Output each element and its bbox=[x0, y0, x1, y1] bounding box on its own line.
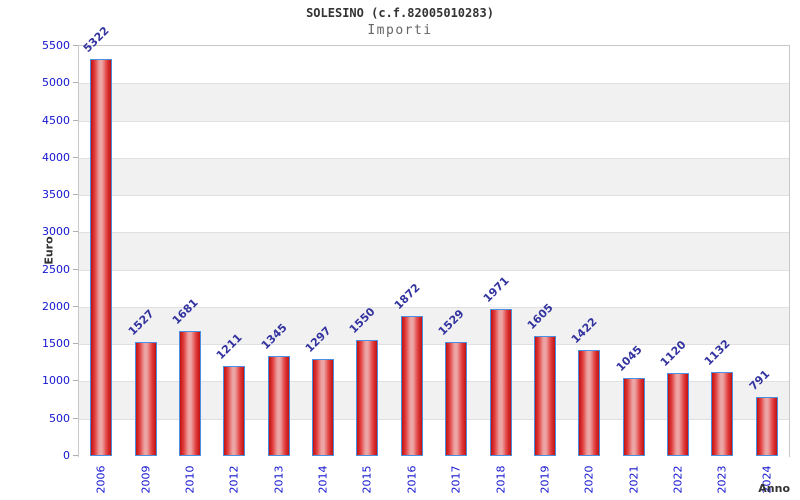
bar-2006 bbox=[90, 59, 113, 456]
y-tick-label: 5500 bbox=[42, 39, 70, 52]
plot-area: 5322 1527 1681 1211 1345 1297 1550 1872 1529 1971… bbox=[78, 24, 790, 457]
y-tick-mark bbox=[73, 194, 78, 196]
bar-2024 bbox=[755, 397, 778, 456]
y-tick-label: 1500 bbox=[42, 337, 70, 351]
y-tick-mark bbox=[73, 119, 78, 121]
x-tick-label: 2023 bbox=[715, 465, 729, 494]
grid-band bbox=[79, 46, 789, 84]
x-tick-label: 2022 bbox=[671, 465, 685, 494]
grid-band bbox=[79, 120, 789, 159]
x-tick-label: 2013 bbox=[272, 465, 286, 494]
grid-band bbox=[79, 269, 789, 308]
y-tick-mark bbox=[73, 82, 78, 84]
chart-title: SOLESINO (c.f.82005010283) bbox=[306, 6, 494, 20]
y-tick-label: 4000 bbox=[42, 150, 70, 164]
y-tick-mark bbox=[73, 156, 78, 158]
y-tick-label: 1000 bbox=[42, 374, 70, 388]
x-tick-label: 2020 bbox=[582, 465, 596, 494]
bar-2014 bbox=[312, 359, 335, 456]
grid-band bbox=[79, 83, 789, 122]
x-tick-label: 2009 bbox=[139, 465, 153, 494]
y-tick-mark bbox=[73, 343, 78, 345]
y-tick-mark bbox=[73, 45, 78, 46]
x-tick-label: 2010 bbox=[183, 465, 197, 494]
y-tick-label: 2000 bbox=[42, 299, 70, 313]
bar-2020 bbox=[578, 350, 601, 456]
bar-2012 bbox=[223, 365, 246, 456]
y-tick-label: 500 bbox=[49, 411, 70, 425]
x-tick-label: 2012 bbox=[227, 465, 241, 494]
bar-2021 bbox=[622, 378, 645, 456]
y-tick-mark bbox=[73, 417, 78, 419]
y-tick-mark bbox=[73, 380, 78, 382]
y-tick-label: 5000 bbox=[42, 76, 70, 90]
y-tick-mark bbox=[73, 305, 78, 307]
bar-2015 bbox=[356, 340, 379, 456]
bar-2017 bbox=[445, 342, 468, 456]
bar-2022 bbox=[667, 372, 690, 456]
chart-subtitle: Importi bbox=[367, 23, 433, 38]
x-axis-title: Anno bbox=[758, 482, 790, 495]
y-tick-label: 0 bbox=[63, 449, 70, 462]
y-tick-label: 3500 bbox=[42, 188, 70, 202]
y-tick-mark bbox=[73, 455, 78, 456]
x-tick-label: 2015 bbox=[360, 465, 374, 494]
grid-band bbox=[79, 195, 789, 234]
y-tick-mark bbox=[73, 231, 78, 233]
bar-2016 bbox=[400, 316, 423, 456]
x-tick-label: 2014 bbox=[316, 465, 330, 494]
bar-2018 bbox=[489, 309, 512, 456]
bar-2010 bbox=[178, 330, 201, 456]
bar-2019 bbox=[533, 336, 556, 456]
y-tick-mark bbox=[73, 268, 78, 270]
x-tick-label: 2019 bbox=[538, 465, 552, 494]
bar-2013 bbox=[267, 355, 290, 456]
y-tick-label: 2500 bbox=[42, 262, 70, 276]
x-tick-label: 2018 bbox=[494, 465, 508, 494]
x-tick-label: 2006 bbox=[94, 465, 108, 494]
grid-band bbox=[79, 232, 789, 271]
y-tick-label: 3000 bbox=[42, 225, 70, 239]
y-tick-label: 4500 bbox=[42, 113, 70, 127]
x-tick-label: 2017 bbox=[449, 465, 463, 494]
bar-2023 bbox=[711, 371, 734, 456]
x-tick-label: 2016 bbox=[405, 465, 419, 494]
grid-band bbox=[79, 157, 789, 197]
x-tick-label: 2021 bbox=[627, 465, 641, 494]
bar-2009 bbox=[134, 342, 157, 456]
